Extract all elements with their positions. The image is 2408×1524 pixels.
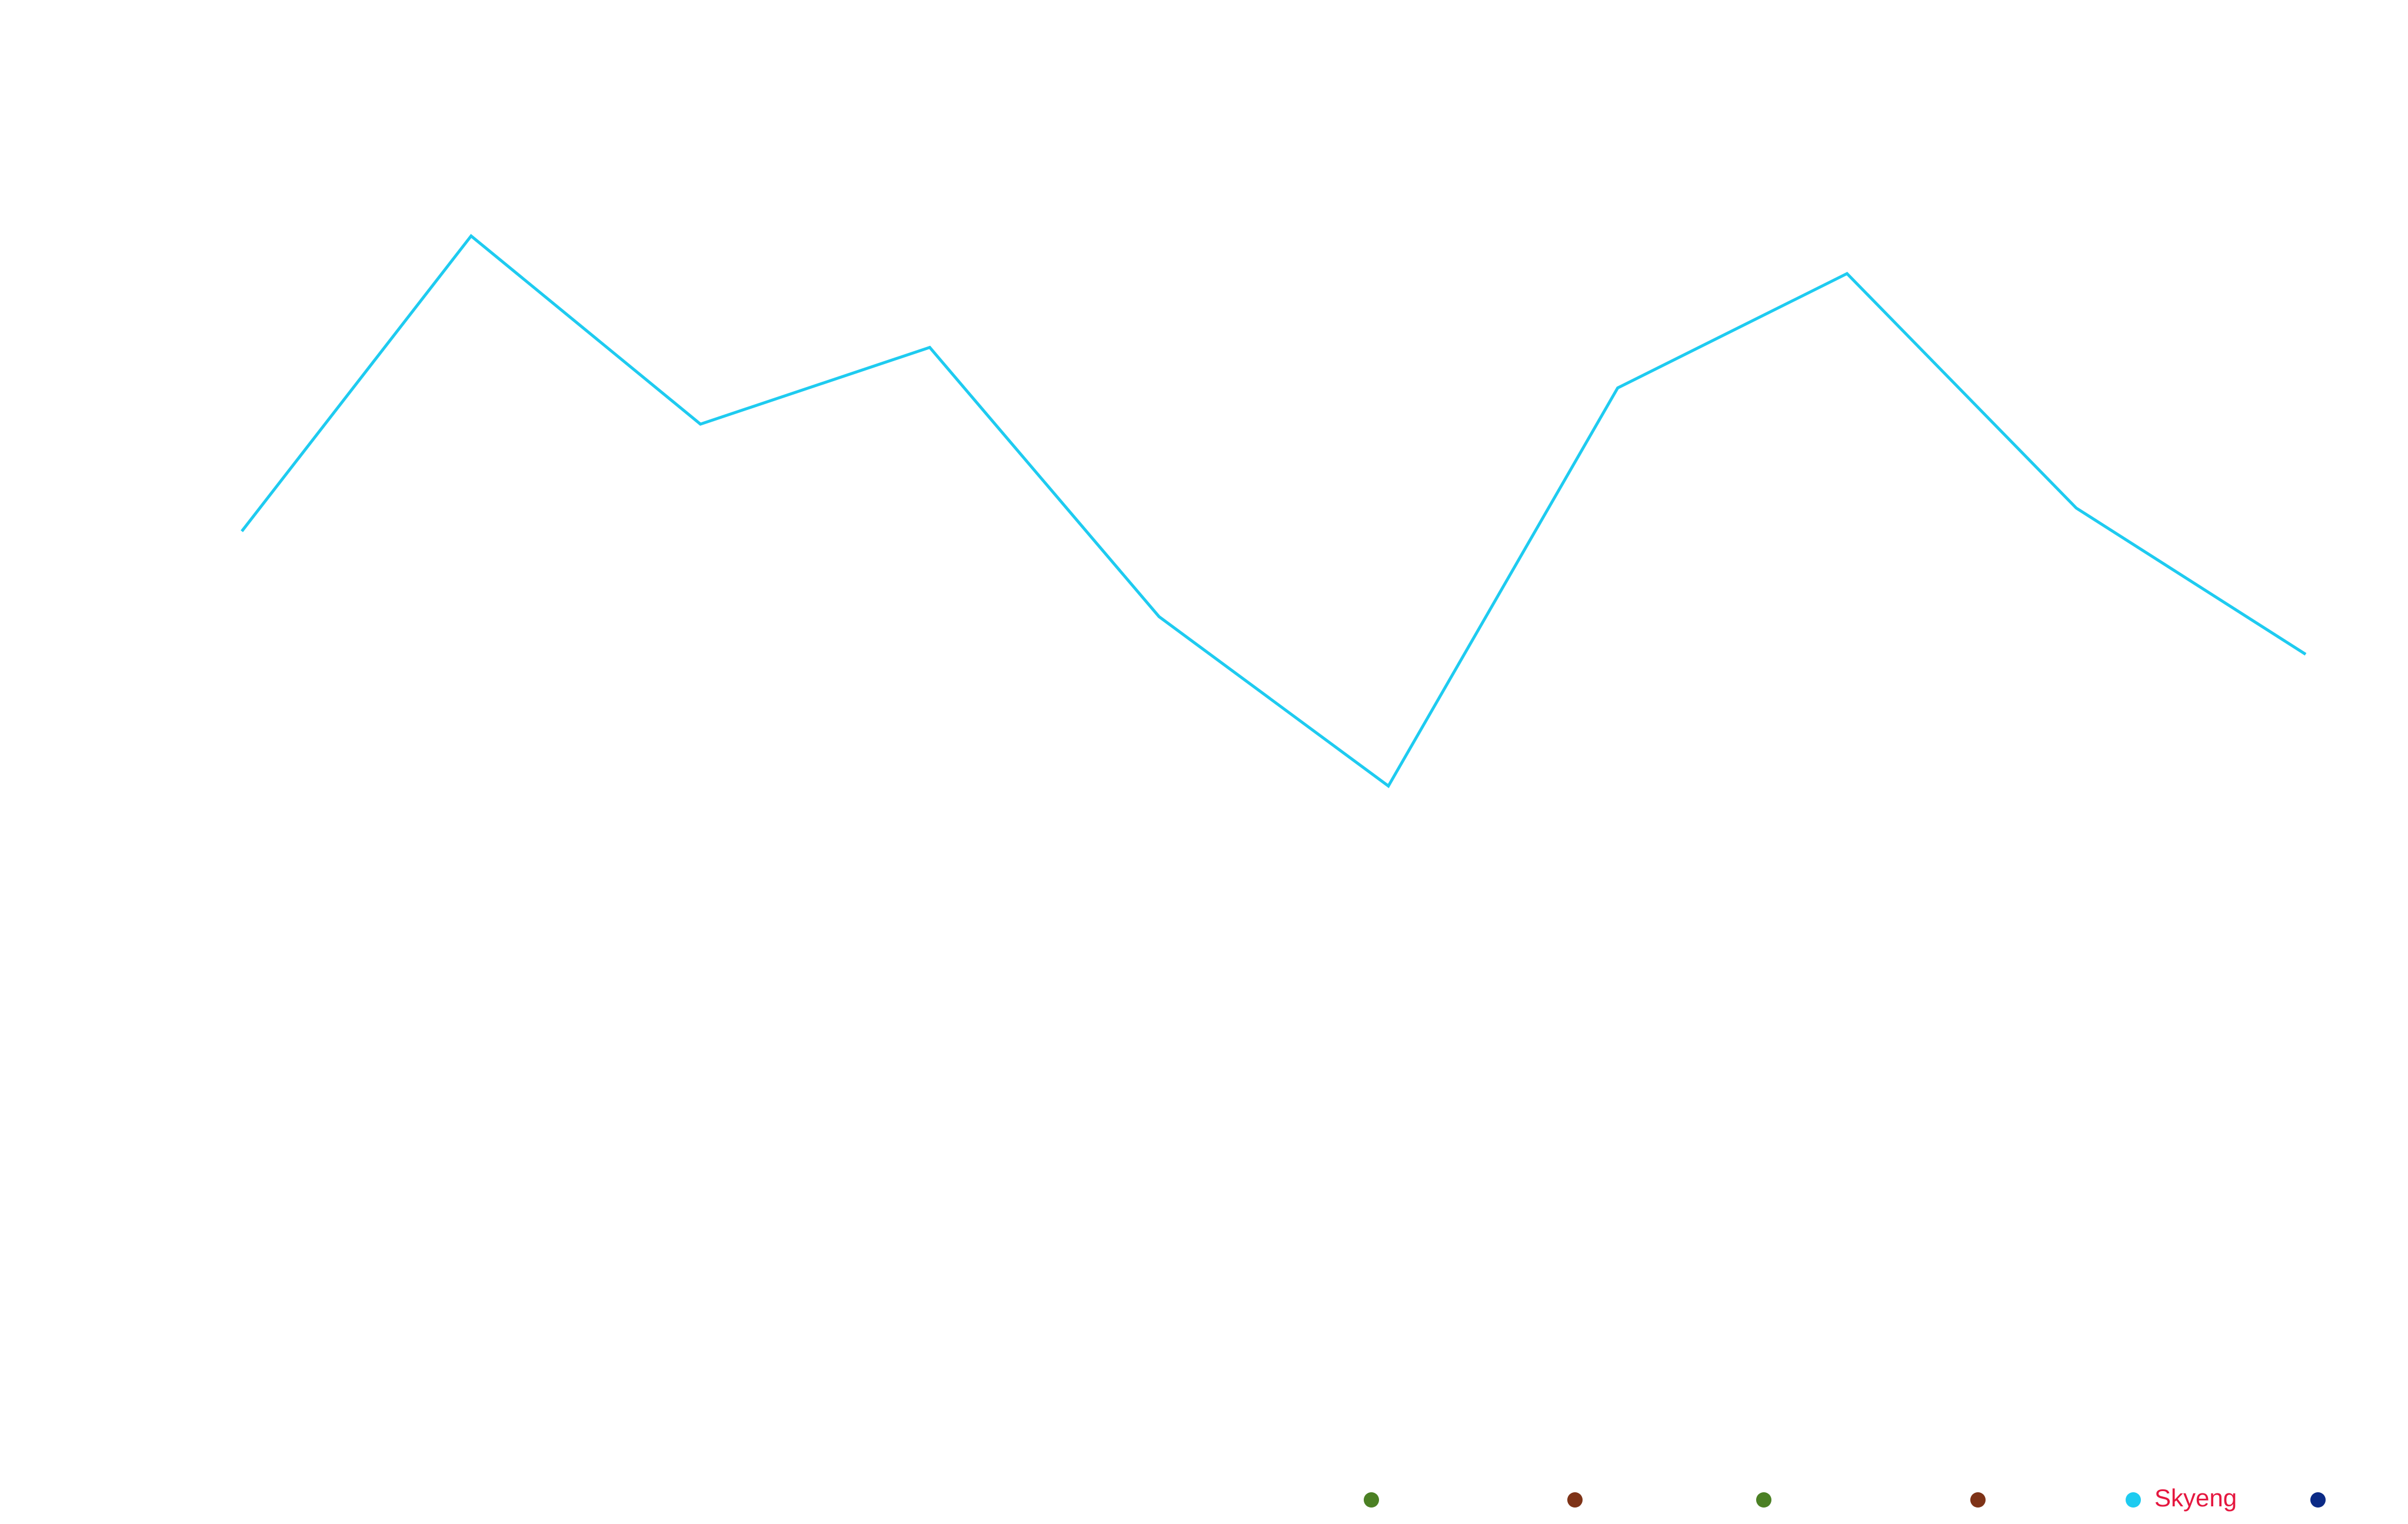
legend-marker xyxy=(1970,1492,1986,1508)
legend-marker xyxy=(1756,1492,1771,1508)
legend-marker xyxy=(2310,1492,2326,1508)
legend-label: Skyeng xyxy=(2154,1484,2237,1512)
legend-marker xyxy=(1364,1492,1379,1508)
legend-marker xyxy=(1567,1492,1583,1508)
line-series xyxy=(241,234,2307,788)
legend-marker xyxy=(2126,1492,2141,1508)
